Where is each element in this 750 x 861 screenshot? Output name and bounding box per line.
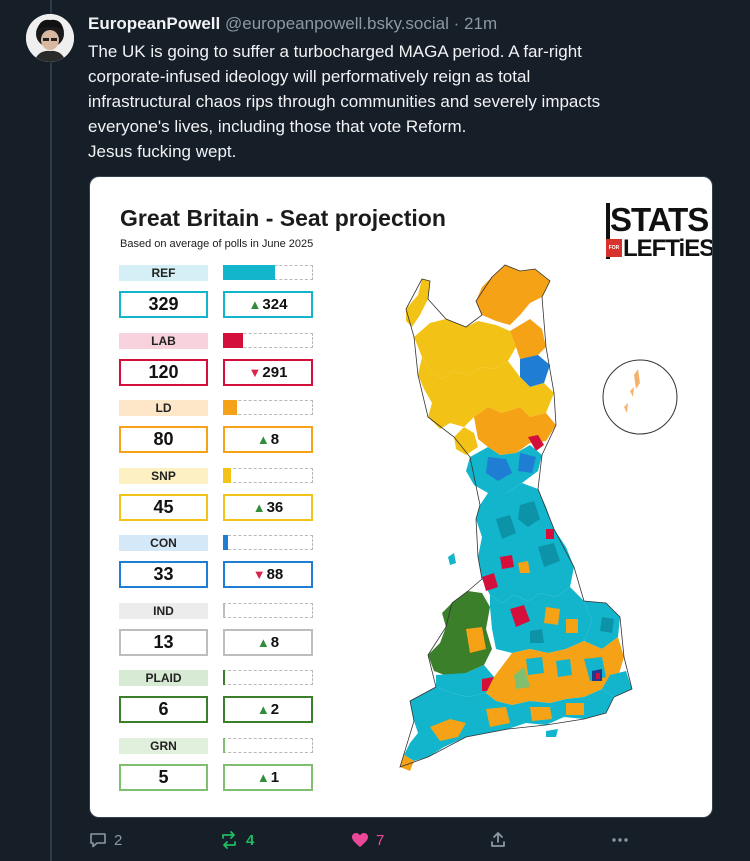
post-text-line: The UK is going to suffer a turbocharged… [88,42,582,61]
party-label: GRN [119,737,208,754]
party-seat-change-value: 88 [266,566,284,583]
party-bar-fill [223,670,225,685]
like-button[interactable]: 7 [350,830,384,850]
post[interactable]: EuropeanPowell @europeanpowell.bsky.soci… [88,12,724,164]
party-seat-change-value: 291 [262,363,288,381]
party-seats: 45 [119,493,208,521]
up-arrow-icon: ▲ [256,769,270,785]
post-time[interactable]: 21m [464,14,498,33]
ellipsis-icon [612,838,628,842]
party-label: IND [119,602,208,619]
logo-text-for: FOR [606,239,622,257]
post-actions: 2 4 7 [88,830,648,856]
post-text-line: Jesus fucking wept. [88,142,237,161]
heart-icon [352,833,368,847]
logo-text-lefties: LEFTiES [623,235,713,262]
up-arrow-icon: ▲ [248,297,262,312]
up-arrow-icon: ▲ [256,432,270,447]
repost-count: 4 [246,831,255,849]
party-seats: 329 [119,291,208,318]
avatar[interactable] [26,14,74,62]
party-bar-fill [223,332,243,348]
repost-icon [222,831,236,849]
party-seat-change-value: 1 [270,768,280,786]
party-seats: 6 [119,696,208,723]
up-arrow-icon: ▲ [256,634,270,650]
party-bar-track [223,400,313,415]
post-text-line: corporate-infused ideology will performa… [88,67,531,86]
reply-icon [90,833,106,848]
party-label: PLAID [119,670,208,686]
image-title: Great Britain - Seat projection [120,205,446,231]
party-label: REF [119,265,208,281]
handle[interactable]: @europeanpowell.bsky.social [224,14,449,33]
uk-seat-map [399,264,678,771]
party-seat-change: ▲324 [223,291,313,318]
like-count: 7 [376,831,385,849]
up-arrow-icon: ▲ [256,702,270,717]
party-seat-change-value: 36 [266,498,284,516]
party-bar-fill [223,602,225,618]
party-label: LAB [119,332,208,349]
party-label: CON [119,535,208,551]
party-bar-track [223,265,313,280]
party-seat-change: ▲8 [223,426,313,453]
party-seat-change-value: 2 [270,701,280,718]
reply-button[interactable]: 2 [88,830,122,850]
post-text-line: everyone's lives, including those that v… [88,117,467,136]
embedded-image[interactable]: Great Britain - Seat projection Based on… [89,176,713,818]
party-bar-fill [223,265,275,280]
post-text: The UK is going to suffer a turbocharged… [88,39,724,164]
post-header: EuropeanPowell @europeanpowell.bsky.soci… [88,12,724,36]
party-bar-track [223,467,313,483]
party-seats: 13 [119,628,208,656]
party-seat-change-value: 8 [270,431,280,448]
share-icon [491,832,505,847]
party-seat-change: ▲8 [223,628,313,656]
reply-count: 2 [114,831,123,849]
post-text-line: infrastructural chaos rips through commu… [88,92,601,111]
display-name[interactable]: EuropeanPowell [88,14,221,33]
party-seat-change-value: 8 [270,633,280,651]
party-seat-change: ▲2 [223,696,313,723]
party-bar-track [223,535,313,550]
party-seat-change: ▲1 [223,763,313,791]
repost-button[interactable]: 4 [218,830,254,850]
party-seats: 120 [119,358,208,386]
more-options-button[interactable] [610,830,630,850]
party-bar-track [223,602,313,618]
party-label: SNP [119,467,208,484]
party-bar-track [223,670,313,685]
down-arrow-icon: ▼ [248,364,262,380]
party-seat-change: ▼88 [223,561,313,588]
party-seats: 5 [119,763,208,791]
party-bar-fill [223,467,231,483]
up-arrow-icon: ▲ [252,499,266,515]
avatar-photo [26,14,74,62]
share-button[interactable] [488,830,508,850]
party-bar-fill [223,737,225,753]
party-seat-change: ▲36 [223,493,313,521]
party-bar-fill [223,535,228,550]
party-seat-change: ▼291 [223,358,313,386]
party-seats: 33 [119,561,208,588]
separator-dot: · [453,14,460,33]
party-label: LD [119,400,208,416]
party-seats: 80 [119,426,208,453]
party-bar-fill [223,400,237,415]
thread-line [50,0,52,861]
logo-text-stats: STATS [610,201,709,238]
party-bar-track [223,737,313,753]
down-arrow-icon: ▼ [252,567,266,582]
party-seat-change-value: 324 [262,296,288,313]
image-subtitle: Based on average of polls in June 2025 [120,238,314,250]
stats-for-lefties-logo: STATS FOR LEFTiES [606,203,712,263]
party-bar-track [223,332,313,348]
shetland-inset [602,359,678,435]
